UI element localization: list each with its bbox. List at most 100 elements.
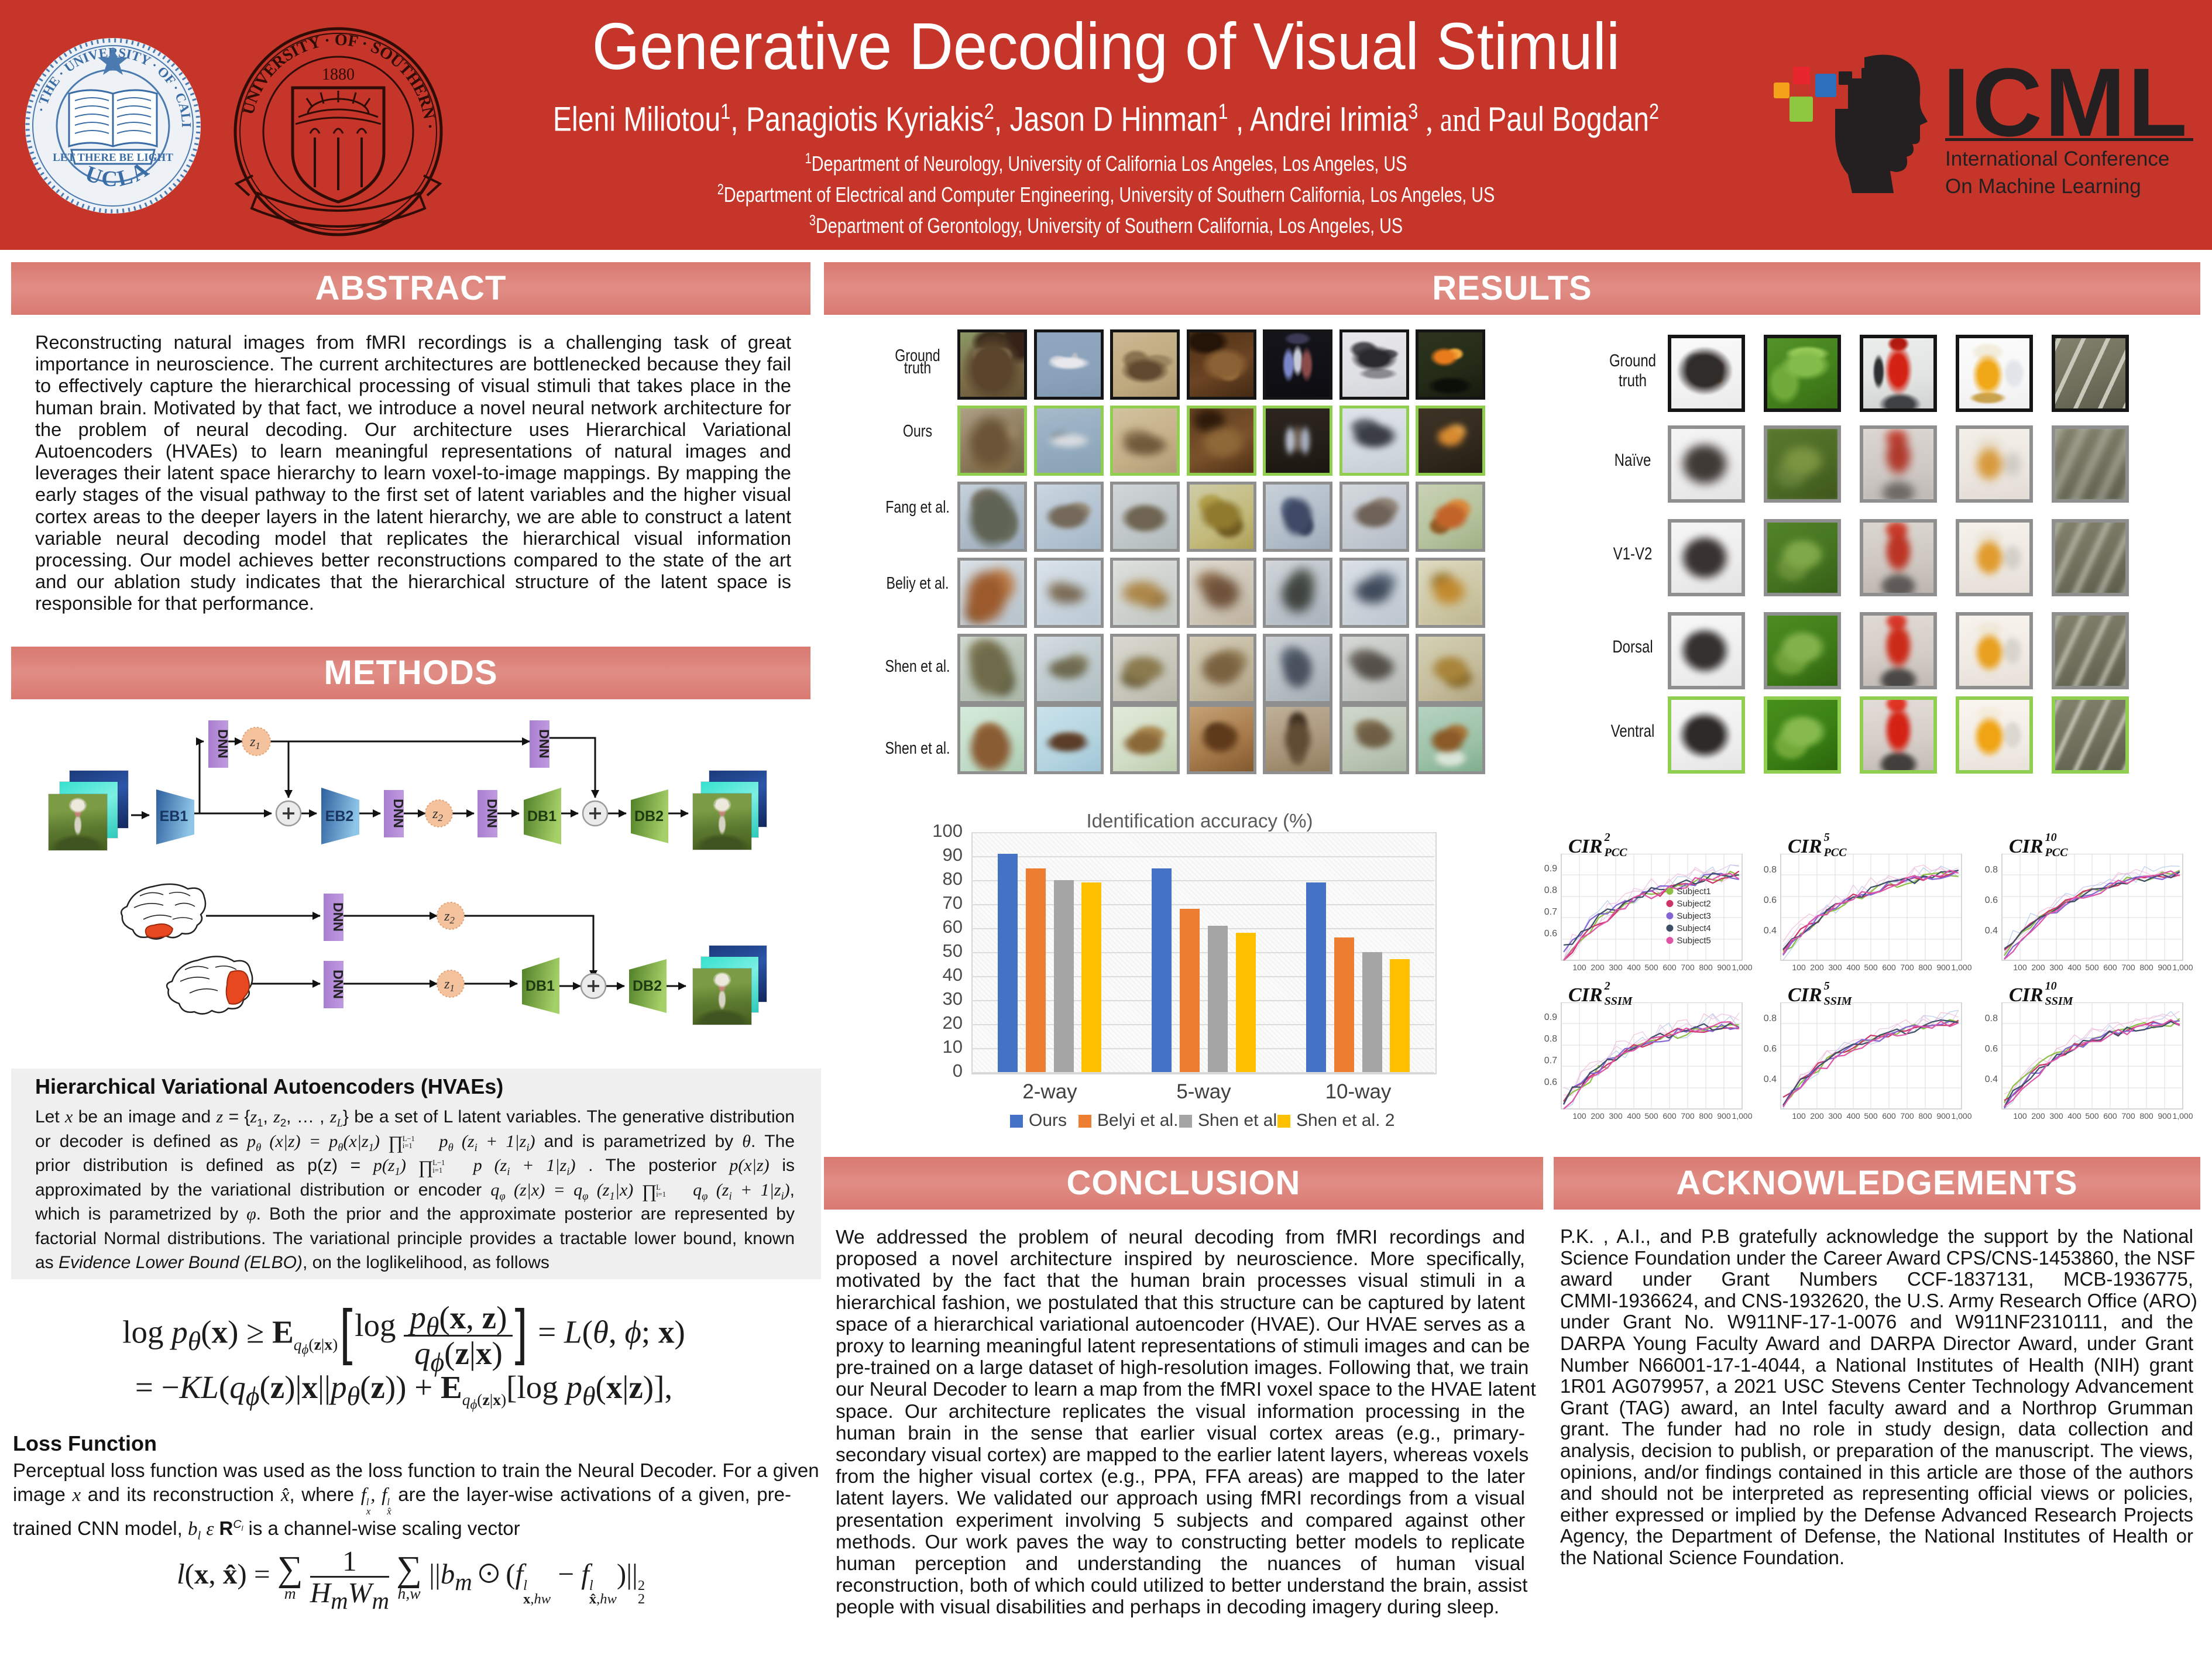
- svg-text:Subject4: Subject4: [1677, 923, 1710, 933]
- svg-text:International Conference: International Conference: [1945, 147, 2169, 170]
- svg-text:100: 100: [1572, 963, 1586, 972]
- svg-text:500: 500: [2085, 963, 2099, 972]
- svg-text:100: 100: [1572, 1111, 1586, 1121]
- svg-text:200: 200: [2031, 963, 2045, 972]
- svg-text:1,000: 1,000: [2172, 963, 2193, 972]
- svg-text:600: 600: [1882, 963, 1896, 972]
- svg-text:0.6: 0.6: [1764, 895, 1777, 905]
- svg-text:800: 800: [1699, 1111, 1713, 1121]
- svg-text:0.8: 0.8: [1544, 1034, 1557, 1044]
- svg-text:300: 300: [1828, 1111, 1842, 1121]
- svg-text:400: 400: [2067, 1111, 2082, 1121]
- svg-text:300: 300: [2049, 963, 2063, 972]
- svg-text:On Machine Learning: On Machine Learning: [1945, 175, 2141, 198]
- svg-text:1,000: 1,000: [1951, 1111, 1971, 1121]
- svg-text:700: 700: [2121, 963, 2135, 972]
- svg-text:300: 300: [1828, 963, 1842, 972]
- svg-text:0.7: 0.7: [1544, 1056, 1557, 1066]
- svg-text:0.7: 0.7: [1544, 907, 1557, 917]
- svg-text:DNN: DNN: [537, 729, 552, 758]
- svg-text:900: 900: [1717, 1111, 1731, 1121]
- svg-text:200: 200: [2031, 1111, 2045, 1121]
- svg-text:0.4: 0.4: [1985, 1074, 1998, 1084]
- svg-text:500: 500: [1644, 963, 1658, 972]
- svg-text:600: 600: [2103, 963, 2117, 972]
- svg-text:DNN: DNN: [331, 970, 346, 999]
- svg-text:400: 400: [1846, 963, 1860, 972]
- svg-text:0.4: 0.4: [1985, 926, 1998, 936]
- svg-text:DB2: DB2: [634, 808, 664, 825]
- svg-text:700: 700: [1681, 963, 1695, 972]
- svg-text:100: 100: [2013, 963, 2027, 972]
- svg-text:DNN: DNN: [331, 902, 346, 932]
- svg-text:DNN: DNN: [391, 799, 406, 828]
- svg-text:500: 500: [1644, 1111, 1658, 1121]
- svg-text:200: 200: [1591, 963, 1605, 972]
- svg-text:1,000: 1,000: [1732, 1111, 1752, 1121]
- svg-text:500: 500: [1864, 963, 1878, 972]
- svg-text:0.4: 0.4: [1764, 926, 1777, 936]
- svg-text:400: 400: [1846, 1111, 1860, 1121]
- svg-text:700: 700: [1681, 1111, 1695, 1121]
- svg-text:Subject1: Subject1: [1677, 887, 1710, 897]
- svg-text:Subject5: Subject5: [1677, 936, 1710, 946]
- svg-text:200: 200: [1810, 963, 1824, 972]
- svg-text:200: 200: [1591, 1111, 1605, 1121]
- svg-text:100: 100: [2013, 1111, 2027, 1121]
- svg-text:0.6: 0.6: [1985, 1044, 1998, 1054]
- svg-text:400: 400: [1627, 1111, 1641, 1121]
- svg-text:0.6: 0.6: [1544, 929, 1557, 939]
- svg-text:900: 900: [2158, 963, 2172, 972]
- svg-text:600: 600: [1882, 1111, 1896, 1121]
- svg-text:600: 600: [1663, 963, 1677, 972]
- svg-text:0.8: 0.8: [1985, 1014, 1998, 1023]
- svg-text:Subject3: Subject3: [1677, 911, 1710, 921]
- svg-text:700: 700: [1900, 963, 1914, 972]
- svg-text:800: 800: [1699, 963, 1713, 972]
- svg-text:300: 300: [1609, 963, 1623, 972]
- svg-text:800: 800: [1918, 963, 1932, 972]
- svg-text:0.8: 0.8: [1764, 865, 1777, 875]
- svg-text:DB1: DB1: [527, 808, 557, 825]
- svg-text:LET THERE BE LIGHT: LET THERE BE LIGHT: [53, 152, 173, 164]
- svg-text:1880: 1880: [322, 66, 355, 84]
- svg-text:0.8: 0.8: [1544, 885, 1557, 895]
- svg-text:900: 900: [1936, 1111, 1950, 1121]
- svg-text:0.4: 0.4: [1764, 1074, 1777, 1084]
- svg-text:0.9: 0.9: [1544, 1012, 1557, 1022]
- svg-text:300: 300: [1609, 1111, 1623, 1121]
- svg-text:1,000: 1,000: [1951, 963, 1971, 972]
- svg-text:800: 800: [2139, 1111, 2153, 1121]
- svg-text:600: 600: [2103, 1111, 2117, 1121]
- svg-text:Subject2: Subject2: [1677, 899, 1710, 909]
- svg-text:300: 300: [2049, 1111, 2063, 1121]
- svg-text:DNN: DNN: [215, 729, 231, 758]
- svg-text:100: 100: [1792, 1111, 1806, 1121]
- svg-text:0.8: 0.8: [1985, 865, 1998, 875]
- svg-text:700: 700: [1900, 1111, 1914, 1121]
- svg-text:0.9: 0.9: [1544, 864, 1557, 874]
- svg-text:0.6: 0.6: [1985, 895, 1998, 905]
- svg-text:100: 100: [1792, 963, 1806, 972]
- svg-text:800: 800: [1918, 1111, 1932, 1121]
- svg-text:200: 200: [1810, 1111, 1824, 1121]
- svg-text:800: 800: [2139, 963, 2153, 972]
- svg-text:1,000: 1,000: [2172, 1111, 2193, 1121]
- svg-text:EB1: EB1: [160, 808, 188, 825]
- svg-text:0.6: 0.6: [1764, 1044, 1777, 1054]
- svg-text:500: 500: [2085, 1111, 2099, 1121]
- svg-text:DB2: DB2: [633, 978, 662, 994]
- svg-text:900: 900: [2158, 1111, 2172, 1121]
- svg-text:EB2: EB2: [325, 808, 354, 825]
- svg-text:600: 600: [1663, 1111, 1677, 1121]
- svg-text:1,000: 1,000: [1732, 963, 1752, 972]
- svg-text:900: 900: [1717, 963, 1731, 972]
- svg-text:0.6: 0.6: [1544, 1077, 1557, 1087]
- svg-text:DB1: DB1: [525, 978, 555, 994]
- svg-text:700: 700: [2121, 1111, 2135, 1121]
- svg-text:400: 400: [1627, 963, 1641, 972]
- svg-text:500: 500: [1864, 1111, 1878, 1121]
- svg-text:900: 900: [1936, 963, 1950, 972]
- svg-text:0.8: 0.8: [1764, 1014, 1777, 1023]
- svg-text:DNN: DNN: [485, 799, 500, 828]
